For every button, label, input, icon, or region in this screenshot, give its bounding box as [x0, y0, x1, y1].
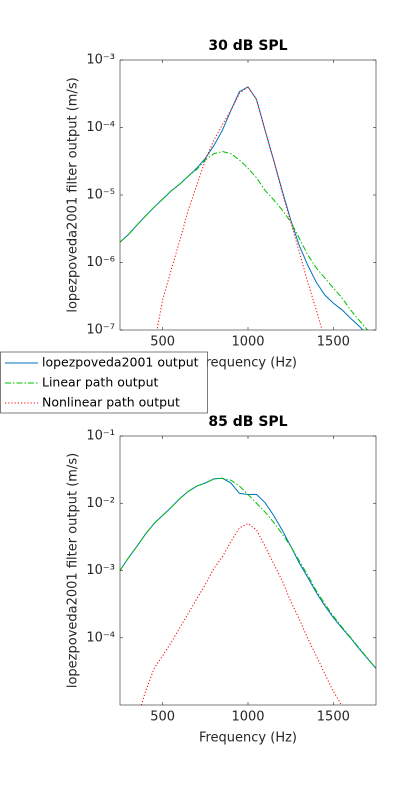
axes-background	[120, 60, 376, 330]
x-tick-label: 500	[150, 335, 175, 350]
y-tick-label: 10⁻⁷	[86, 323, 115, 338]
legend-label: Linear path output	[42, 375, 159, 390]
axes-background	[120, 436, 376, 705]
y-tick-label: 10⁻²	[86, 496, 115, 511]
series-line	[120, 151, 369, 330]
chart-title: 85 dB SPL	[208, 414, 287, 430]
y-tick-label: 10⁻⁴	[86, 630, 115, 645]
plots: 500 1000 1500 10⁻⁷ 10⁻⁶ 10⁻⁵ 10⁻⁴ 10⁻³ 30 dB SPL…	[0, 38, 377, 746]
y-tick-label: 10⁻⁶	[86, 255, 115, 270]
x-tick-label: 500	[150, 710, 175, 725]
legend-label: Nonlinear path output	[42, 395, 180, 410]
y-axis-label: lopezpoveda2001 filter output (m/s)	[66, 453, 81, 688]
series-group	[120, 86, 369, 330]
x-tick-label: 1500	[317, 710, 350, 725]
chart-title: 30 dB SPL	[208, 38, 287, 54]
legend: lopezpoveda2001 output Linear path output…	[0, 351, 208, 414]
x-axis-label: Frequency (Hz)	[199, 731, 297, 746]
y-tick-label: 10⁻¹	[86, 429, 115, 444]
y-tick-label: 10⁻³	[86, 53, 115, 68]
x-tick-label: 1000	[231, 710, 264, 725]
legend-label: lopezpoveda2001 output	[42, 355, 199, 370]
y-tick-label: 10⁻⁵	[86, 188, 115, 203]
x-axis-label: Frequency (Hz)	[199, 356, 297, 371]
series-line	[120, 477, 376, 669]
y-tick-label: 10⁻³	[86, 563, 115, 578]
y-tick-label: 10⁻⁴	[86, 120, 115, 135]
x-tick-label: 1000	[231, 335, 264, 350]
series-line	[156, 86, 323, 330]
y-axis-label: lopezpoveda2001 filter output (m/s)	[66, 77, 81, 312]
series-group	[120, 477, 376, 705]
x-tick-label: 1500	[317, 335, 350, 350]
